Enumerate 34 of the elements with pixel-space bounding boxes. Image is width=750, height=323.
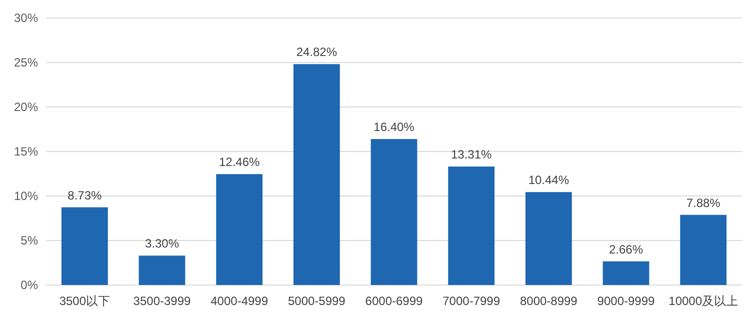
y-tick-label: 25% <box>14 56 38 70</box>
y-tick-label: 20% <box>14 100 38 114</box>
bar <box>680 214 727 285</box>
x-tick-label: 10000及以上 <box>668 294 738 308</box>
x-tick-label: 8000-8999 <box>520 294 578 308</box>
x-tick-label: 7000-7999 <box>442 294 500 308</box>
x-tick-label: 3500以下 <box>59 294 110 308</box>
data-label: 16.40% <box>374 120 415 134</box>
data-label: 3.30% <box>144 236 180 251</box>
y-tick-label: 30% <box>14 11 38 26</box>
x-tick-label: 3500-3999 <box>133 294 192 308</box>
data-label: 24.82% <box>296 45 338 60</box>
y-tick-label: 0% <box>20 278 38 292</box>
bar <box>138 256 186 285</box>
bar <box>602 261 650 285</box>
y-tick-label: 5% <box>20 234 38 248</box>
data-label: 2.66% <box>608 242 644 256</box>
data-label: 10.44% <box>528 173 570 188</box>
bar <box>293 64 340 285</box>
bar <box>448 166 495 285</box>
bar <box>216 174 263 285</box>
y-tick-label: 10% <box>14 189 38 204</box>
data-label: 12.46% <box>218 155 260 170</box>
bar <box>370 139 418 285</box>
x-tick-label: 4000-4999 <box>210 294 268 308</box>
x-tick-label: 5000-5999 <box>288 294 346 308</box>
bar <box>61 207 108 285</box>
x-tick-label: 6000-6999 <box>365 294 424 308</box>
x-tick-label: 9000-9999 <box>597 294 656 308</box>
data-label: 8.73% <box>68 188 102 202</box>
data-label: 7.88% <box>686 196 721 210</box>
y-tick-label: 15% <box>14 144 38 159</box>
data-label: 13.31% <box>450 148 492 162</box>
bar <box>525 192 572 285</box>
